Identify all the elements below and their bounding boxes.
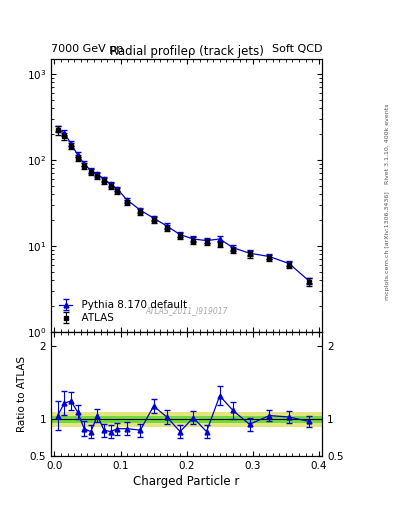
Text: Soft QCD: Soft QCD (272, 44, 322, 54)
Bar (51, 412, 322, 426)
Text: ATLAS_2011_I919017: ATLAS_2011_I919017 (145, 306, 228, 315)
Y-axis label: Ratio to ATLAS: Ratio to ATLAS (17, 356, 27, 432)
X-axis label: Charged Particle r: Charged Particle r (134, 475, 240, 488)
Legend:   Pythia 8.170 default,   ATLAS: Pythia 8.170 default, ATLAS (56, 297, 190, 327)
Text: Rivet 3.1.10, 400k events: Rivet 3.1.10, 400k events (385, 103, 389, 184)
Bar (51, 416, 322, 423)
Text: 7000 GeV pp: 7000 GeV pp (51, 44, 123, 54)
Title: Radial profileρ (track jets): Radial profileρ (track jets) (110, 45, 264, 58)
Text: mcplots.cern.ch [arXiv:1306.3436]: mcplots.cern.ch [arXiv:1306.3436] (385, 191, 389, 300)
